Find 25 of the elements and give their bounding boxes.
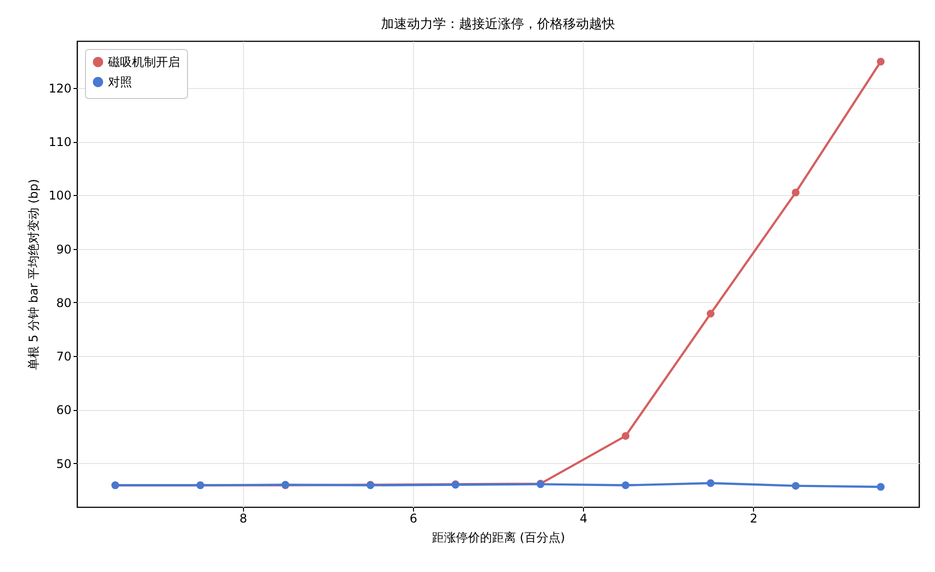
y-tick-label: 70: [56, 350, 72, 364]
y-tick-label: 100: [48, 188, 72, 203]
x-tick-label: 2: [750, 512, 758, 526]
y-tick-label: 90: [56, 242, 72, 256]
y-tick-label: 110: [48, 135, 72, 150]
point: [706, 310, 714, 318]
x-tick-label: 6: [410, 512, 418, 526]
point: [876, 483, 885, 491]
legend-label: 磁吸机制开启: [107, 55, 180, 69]
legend-label: 对照: [108, 75, 132, 89]
y-tick-label: 50: [56, 456, 72, 471]
point: [622, 432, 630, 440]
x-axis-title: 距涨停价的距离 (百分点): [432, 530, 566, 544]
x-tick-label: 8: [240, 512, 248, 526]
point: [622, 481, 630, 490]
point: [792, 188, 800, 196]
y-tick-label: 60: [56, 403, 72, 418]
point: [792, 482, 800, 490]
x-tick-label: 4: [580, 512, 588, 526]
point: [706, 479, 714, 487]
y-axis-title: 单根 5 分钟 bar 平均绝对变动 (bp): [26, 178, 41, 370]
y-tick-label: 80: [56, 296, 72, 310]
y-tick-label: 120: [48, 81, 72, 96]
point: [876, 58, 885, 66]
chart-title: 加速动力学：越接近涨停，价格移动越快: [381, 17, 615, 32]
